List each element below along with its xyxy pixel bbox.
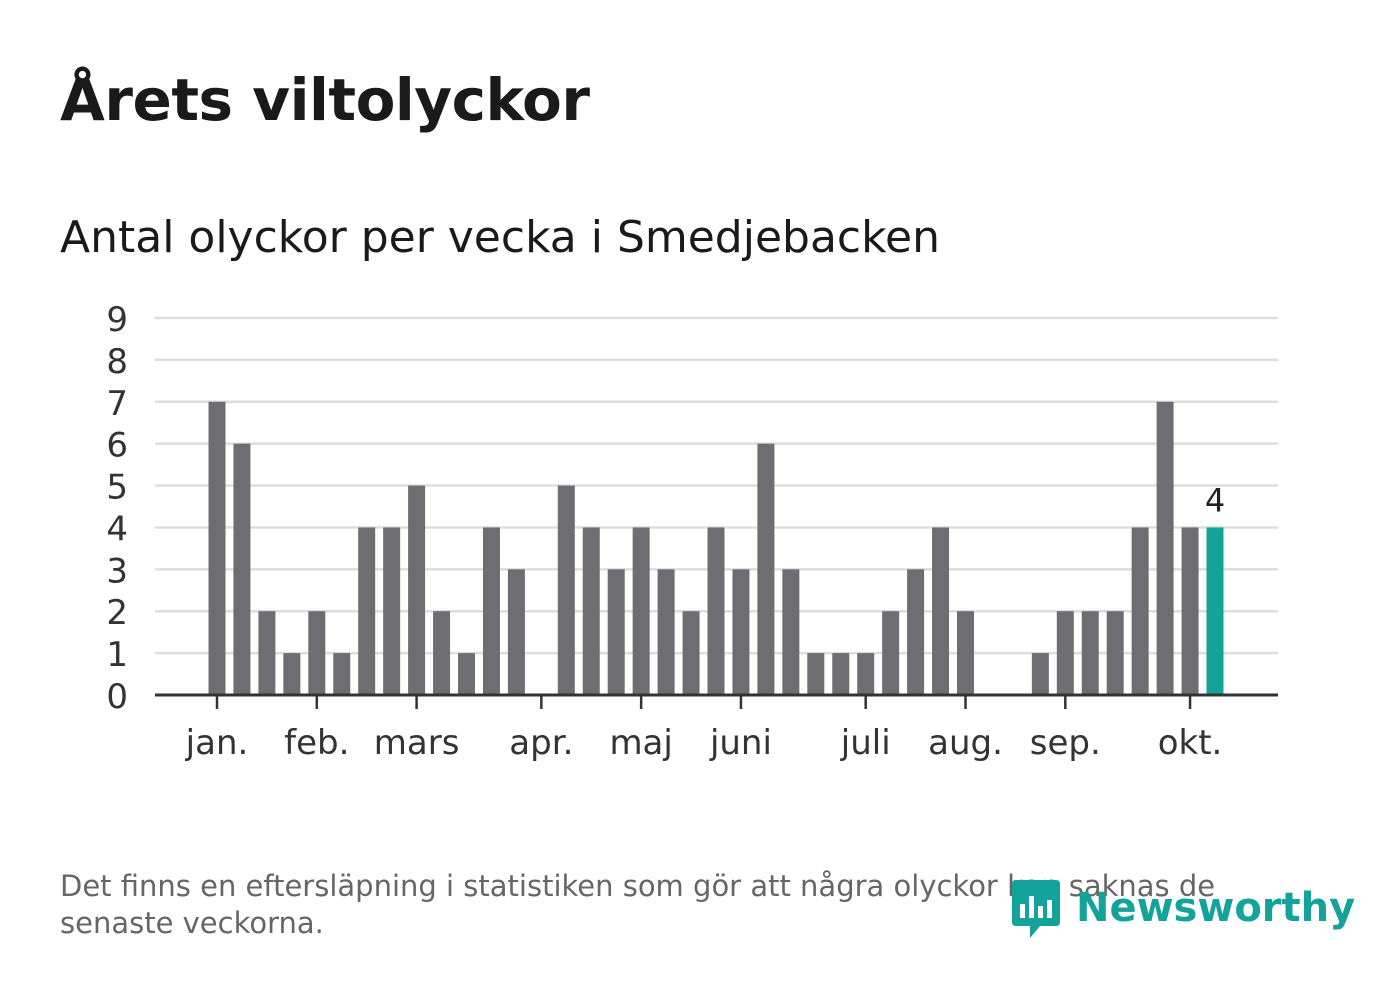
newsworthy-logo: Newsworthy [1010,876,1355,940]
annotations: 4 [1205,481,1225,519]
x-tick-label: sep. [1030,723,1101,763]
highlight-data-label: 4 [1205,481,1225,519]
bar [233,443,251,695]
bar [1131,527,1149,695]
bar [932,527,950,695]
bar [258,611,276,695]
y-tick-label: 7 [106,384,128,424]
x-tick-label: okt. [1158,723,1223,763]
bar [907,569,925,695]
x-tick-label: apr. [509,723,573,763]
bar [507,569,525,695]
bar-highlight [1206,527,1224,695]
bar [707,527,725,695]
bar [782,569,800,695]
newsworthy-logo-icon [1012,880,1060,938]
bar [557,485,575,695]
bar [308,611,326,695]
bar [1031,653,1049,695]
bar [632,527,650,695]
newsworthy-logo-text: Newsworthy [1076,885,1356,931]
y-tick-label: 1 [106,635,128,675]
y-tick-label: 8 [106,342,128,382]
bar [1156,401,1174,695]
bar [607,569,625,695]
x-axis-ticks: jan. feb. mars apr. maj juni juli aug. sep. okt. [185,695,1223,763]
bar [408,485,426,695]
x-tick-label: aug. [928,723,1003,763]
bar [383,527,401,695]
chart-title: Årets viltolyckor [60,66,590,134]
x-tick-label: juli [840,723,891,763]
gridlines [155,316,1278,655]
y-tick-label: 5 [106,468,128,508]
y-tick-label: 3 [106,551,128,591]
y-tick-label: 2 [106,593,128,633]
bar [482,527,500,695]
bar [433,611,451,695]
bar [283,653,301,695]
x-tick-label: feb. [284,723,349,763]
bar [358,527,376,695]
chart-subtitle: Antal olyckor per vecka i Smedjebacken [60,212,940,263]
x-tick-label: jan. [185,723,249,763]
y-tick-label: 4 [106,509,128,549]
bar [1181,527,1199,695]
bar [682,611,700,695]
x-tick-label: maj [609,723,672,763]
y-tick-label: 6 [106,426,128,466]
x-tick-label: mars [374,723,460,763]
bar [732,569,750,695]
bar [1081,611,1099,695]
bar [1056,611,1074,695]
bars [208,401,1224,695]
bar [882,611,900,695]
bar [657,569,675,695]
bar [757,443,775,695]
y-tick-label: 0 [106,677,128,717]
bar [1106,611,1124,695]
bar [857,653,875,695]
bar [458,653,475,695]
bar [807,653,825,695]
bar [957,611,974,695]
y-tick-label: 9 [106,300,128,340]
bar [582,527,600,695]
bar [333,653,351,695]
bar [208,401,226,695]
bar [832,653,850,695]
x-tick-label: juni [709,723,772,763]
